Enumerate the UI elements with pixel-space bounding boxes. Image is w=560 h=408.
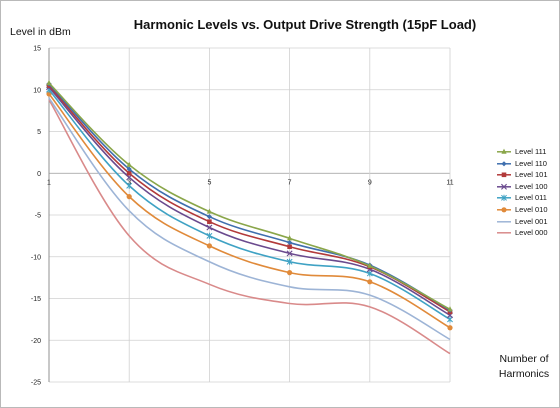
series-line-level-011 <box>48 89 451 321</box>
series-level-010 <box>46 91 453 331</box>
legend-swatch-marker <box>501 172 507 178</box>
data-point-level-010 <box>287 270 293 276</box>
series-line-level-100 <box>48 86 451 316</box>
data-point-level-011 <box>126 182 133 189</box>
series-level-001 <box>48 97 451 341</box>
y-tick-label: 10 <box>33 87 41 94</box>
x-tick-label: 9 <box>368 179 372 186</box>
data-point-level-110 <box>126 166 132 172</box>
legend-swatch-level-000 <box>497 232 511 234</box>
series-lines <box>46 79 453 355</box>
x-axis-label-line-1: Number of <box>499 353 549 365</box>
x-tick-label: 1 <box>47 179 51 186</box>
y-tick-label: -25 <box>31 380 41 387</box>
data-point-level-010 <box>206 243 212 249</box>
legend-label: Level 000 <box>515 228 548 238</box>
y-axis-label: Level in dBm <box>10 26 71 38</box>
data-point-level-100 <box>286 250 293 257</box>
data-point-level-011 <box>286 258 293 265</box>
legend-item-level-000: Level 000 <box>496 227 558 239</box>
data-point-level-111 <box>367 262 373 268</box>
data-point-level-111 <box>287 235 293 241</box>
data-point-level-101 <box>126 170 132 176</box>
x-tick-label: 5 <box>207 179 211 186</box>
legend-swatch-level-111 <box>497 148 511 154</box>
legend-label: Level 110 <box>515 158 547 168</box>
legend-label: Level 101 <box>515 170 548 180</box>
data-point-level-101 <box>287 244 292 250</box>
series-line-level-010 <box>48 93 451 329</box>
series-level-000 <box>48 99 451 355</box>
series-line-level-001 <box>48 97 451 341</box>
x-axis-label: Number of Harmonics <box>492 352 556 382</box>
data-point-level-010 <box>367 279 373 285</box>
series-level-111 <box>46 79 453 312</box>
legend-swatch-level-001 <box>497 220 511 223</box>
data-point-level-011 <box>206 232 213 239</box>
legend-item-level-001: Level 001 <box>496 216 558 228</box>
legend-item-level-010: Level 010 <box>496 204 558 216</box>
y-tick-label: -15 <box>31 296 41 303</box>
y-tick-label: 0 <box>37 171 41 178</box>
y-tick-label: 15 <box>33 46 41 53</box>
data-point-level-010 <box>126 194 132 200</box>
legend-item-level-100: Level 100 <box>496 181 558 193</box>
data-point-level-111 <box>206 208 212 214</box>
legend-swatch-level-101 <box>497 172 511 178</box>
data-point-level-111 <box>447 306 453 312</box>
data-point-level-111 <box>46 79 52 86</box>
legend-swatch-marker <box>501 195 507 202</box>
data-point-level-010 <box>46 91 52 97</box>
legend-swatch-level-011 <box>497 195 511 202</box>
data-point-level-010 <box>447 325 453 331</box>
legend-swatch-level-110 <box>497 160 511 166</box>
legend-swatch-marker <box>501 207 507 213</box>
x-axis-label-line-2: Harmonics <box>498 368 550 380</box>
legend-item-level-110: Level 110 <box>496 158 558 170</box>
legend-label: Level 100 <box>515 181 548 191</box>
legend-item-level-011: Level 011 <box>496 192 558 204</box>
legend-label: Level 010 <box>515 204 548 214</box>
chart-title: Harmonic Levels vs. Output Drive Strengt… <box>133 17 477 32</box>
grid-lines <box>48 47 451 383</box>
legend-swatch-level-010 <box>497 207 511 213</box>
legend: Level 111 Level 110 Level 101 Level 100 Leve… <box>496 146 558 239</box>
y-tick-label: -5 <box>35 213 41 220</box>
y-tick-labels: 15 10 5 0 -5 -10 -15 -20 -25 <box>31 46 41 387</box>
data-point-level-100 <box>206 224 213 231</box>
legend-item-level-111: Level 111 <box>496 146 558 158</box>
legend-label: Level 111 <box>515 147 547 156</box>
data-point-level-111 <box>126 161 132 167</box>
x-tick-label: 7 <box>288 179 292 186</box>
series-line-level-110 <box>48 83 451 311</box>
y-tick-label: 5 <box>37 129 41 136</box>
legend-item-level-101: Level 101 <box>496 169 558 181</box>
series-line-level-111 <box>48 82 451 311</box>
series-line-level-000 <box>48 99 451 355</box>
legend-swatch-level-100 <box>497 183 511 190</box>
data-point-level-110 <box>287 239 293 246</box>
legend-swatch-marker <box>501 160 507 166</box>
data-point-level-110 <box>206 214 212 220</box>
y-tick-label: -10 <box>31 254 41 261</box>
data-point-level-101 <box>207 219 212 224</box>
x-tick-label: 11 <box>446 179 453 186</box>
y-tick-label: -20 <box>31 338 41 345</box>
legend-label: Level 001 <box>515 216 548 226</box>
legend-swatch-marker <box>501 148 507 154</box>
legend-swatch-marker <box>501 183 507 190</box>
legend-label: Level 011 <box>515 193 547 203</box>
